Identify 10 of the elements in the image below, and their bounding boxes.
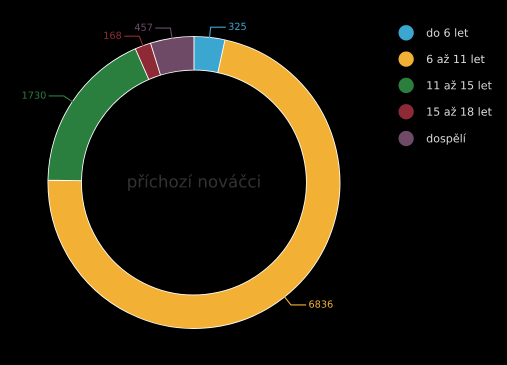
data-label: 168 (104, 32, 122, 39)
data-label: 457 (134, 24, 152, 31)
legend-label: 6 až 11 let (426, 54, 485, 64)
data-label: 1730 (22, 91, 46, 99)
legend-label: 15 až 18 let (427, 106, 492, 116)
legend-label: do 6 let (426, 28, 468, 37)
data-label: 6836 (309, 300, 333, 308)
legend-label: 11 až 15 let (427, 80, 492, 90)
data-label: 325 (228, 22, 246, 30)
legend-label: dospělí (426, 133, 466, 145)
